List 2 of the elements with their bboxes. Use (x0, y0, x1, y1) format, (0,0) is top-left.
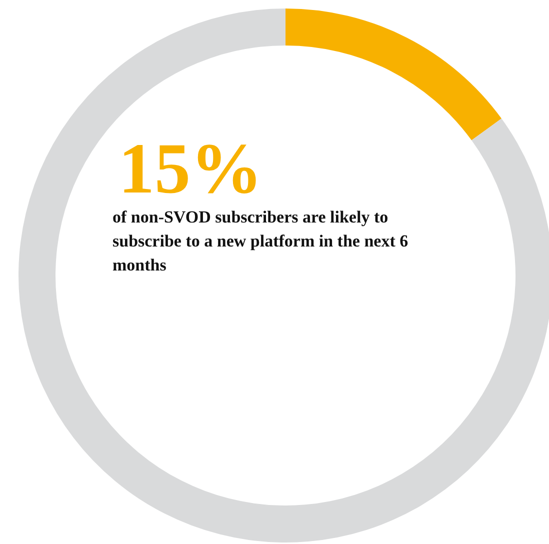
text: of non-SVOD subscribers are likely to subscribe to a new platform in the next 6 months (112, 208, 408, 274)
text: 15% (118, 128, 262, 208)
